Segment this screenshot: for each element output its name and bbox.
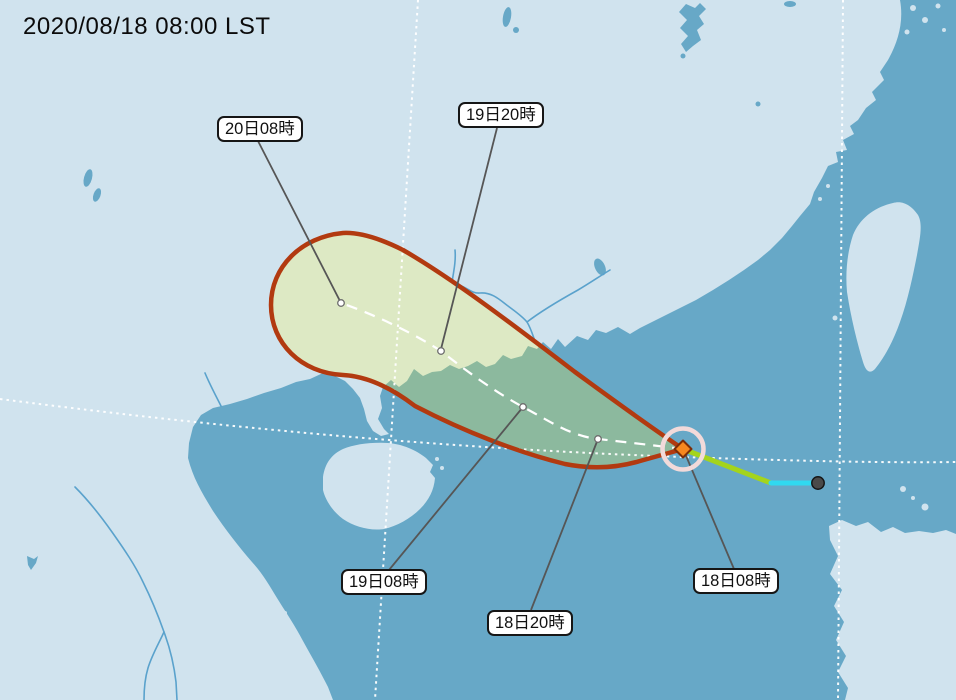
callout-forecast-20d08h: 20日08時	[217, 116, 303, 142]
callout-current-18d08h: 18日08時	[693, 568, 779, 594]
leader-19d08h	[388, 406, 524, 571]
past-position-dot	[811, 476, 825, 490]
current-position-ring	[660, 426, 706, 472]
grid-parallel	[0, 398, 956, 464]
small-islands	[283, 3, 946, 630]
rivers-layer	[74, 249, 611, 700]
leader-18d20h	[530, 438, 599, 611]
forecast-dot-18d20h	[594, 435, 602, 443]
forecast-cone-border	[268, 230, 686, 470]
hainan-island	[323, 442, 435, 530]
timestamp-label: 2020/08/18 08:00 LST	[23, 13, 271, 40]
callout-forecast-19d20h: 19日20時	[458, 102, 544, 128]
callout-forecast-19d08h: 19日08時	[341, 569, 427, 595]
luzon-island	[829, 520, 956, 700]
lakes-layer	[27, 1, 796, 570]
forecast-dot-19d08h	[519, 403, 527, 411]
leader-20d08h	[257, 140, 342, 304]
past-track-recent	[680, 446, 774, 486]
callout-leaders	[257, 127, 735, 611]
forecast-position-dots	[337, 299, 602, 443]
forecast-cone-land	[271, 232, 683, 468]
leader-19d20h	[440, 127, 498, 350]
leader-18d08h	[683, 450, 735, 570]
callout-forecast-18d20h: 18日20時	[487, 610, 573, 636]
typhoon-center-icon	[673, 439, 693, 459]
forecast-track-line	[340, 301, 684, 451]
taiwan-island	[846, 202, 921, 372]
forecast-dot-20d08h	[337, 299, 345, 307]
forecast-dot-19d20h	[437, 347, 445, 355]
